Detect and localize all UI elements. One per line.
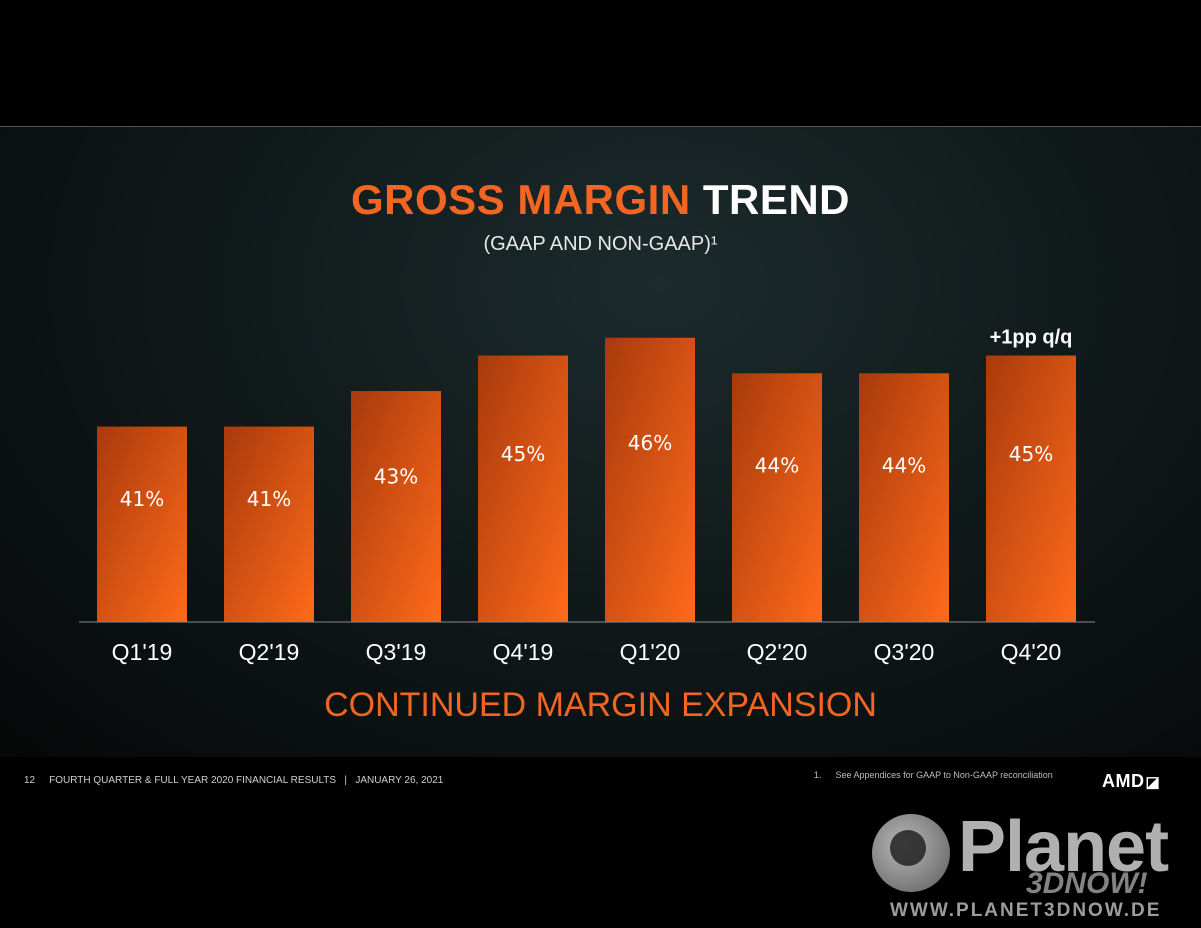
x-tick-label: Q1'19 — [112, 639, 173, 665]
data-label: 45% — [1009, 442, 1053, 466]
footnote-number: 1. — [814, 770, 822, 780]
bar-q1-20 — [605, 337, 695, 622]
bar-q2-20 — [732, 373, 822, 622]
amd-logo-text: AMD — [1102, 771, 1145, 791]
watermark: Planet 3DNOW! WWW.PLANET3DNOW.DE — [850, 800, 1200, 928]
page-number: 12 — [24, 775, 36, 786]
data-label: 44% — [882, 453, 926, 477]
footnote: 1. See Appendices for GAAP to Non-GAAP re… — [814, 770, 1053, 780]
chart-subtitle: (GAAP AND NON-GAAP)¹ — [483, 233, 718, 255]
x-tick-label: Q2'20 — [747, 639, 808, 665]
x-tick-label: Q4'20 — [1001, 639, 1062, 665]
watermark-url: WWW.PLANET3DNOW.DE — [890, 900, 1162, 921]
footnote-text: See Appendices for GAAP to Non-GAAP reco… — [835, 770, 1053, 780]
x-tick-label: Q3'20 — [874, 639, 935, 665]
data-label: 45% — [501, 442, 545, 466]
data-label: 41% — [247, 487, 291, 511]
x-tick-label: Q2'19 — [239, 639, 300, 665]
bar-q4-19 — [478, 355, 568, 622]
x-tick-label: Q3'19 — [366, 639, 427, 665]
top-divider — [0, 126, 1201, 127]
bar-chart: 41% Q1'19 41% Q2'19 43% Q3'19 45% Q4'19 46% Q1'20… — [79, 327, 1095, 665]
bar-q2-19 — [224, 426, 314, 622]
footer: 12 FOURTH QUARTER & FULL YEAR 2020 FINANC… — [24, 775, 443, 786]
data-label: 41% — [120, 487, 164, 511]
x-tick-label: Q1'20 — [620, 639, 681, 665]
data-label: 43% — [374, 465, 418, 489]
bar-q1-19 — [97, 426, 187, 622]
bar-q4-20 — [986, 355, 1076, 622]
data-label: 44% — [755, 453, 799, 477]
watermark-disc-inner-icon — [890, 830, 926, 866]
chart-title-plain: TREND — [702, 176, 851, 223]
tagline: CONTINUED MARGIN EXPANSION — [324, 686, 877, 724]
annotation-label: +1pp q/q — [990, 327, 1073, 349]
bar-q3-19 — [351, 391, 441, 622]
amd-arrow-icon: ◪ — [1145, 774, 1161, 791]
chart-title: GROSS MARGIN TREND — [0, 176, 1201, 224]
bar-q3-20 — [859, 373, 949, 622]
watermark-sub: 3DNOW! — [1026, 867, 1148, 900]
x-tick-label: Q4'19 — [493, 639, 554, 665]
data-label: 46% — [628, 431, 672, 455]
footer-text: FOURTH QUARTER & FULL YEAR 2020 FINANCIA… — [49, 775, 444, 786]
chart-title-accent: GROSS MARGIN — [350, 176, 691, 223]
watermark-name: Planet — [958, 807, 1169, 887]
amd-logo: AMD◪ — [1102, 771, 1160, 792]
